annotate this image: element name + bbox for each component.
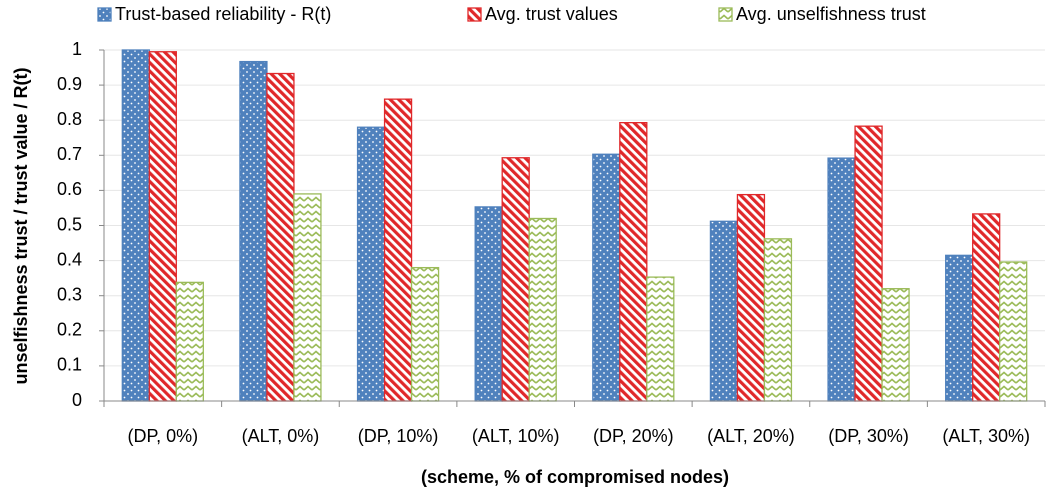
x-tick-label: (DP, 10%) xyxy=(358,426,439,446)
y-tick-label: 0.3 xyxy=(57,284,82,304)
bar xyxy=(945,254,974,402)
y-tick-label: 0.5 xyxy=(57,214,82,234)
bar xyxy=(709,220,739,402)
legend-label: Avg. trust values xyxy=(485,4,618,24)
bar xyxy=(854,125,883,402)
legend-swatch xyxy=(97,7,112,22)
legend-swatch xyxy=(718,7,733,22)
bar xyxy=(410,266,440,402)
x-tick-label: (ALT, 30%) xyxy=(942,426,1030,446)
x-tick-label: (DP, 20%) xyxy=(593,426,674,446)
bar xyxy=(175,281,204,402)
bar xyxy=(592,153,621,402)
x-tick-label: (ALT, 10%) xyxy=(472,426,560,446)
y-tick-label: 0.4 xyxy=(57,249,82,269)
y-tick-label: 0.6 xyxy=(57,179,82,199)
bar xyxy=(763,238,793,402)
legend-label: Avg. unselfishness trust xyxy=(736,4,926,24)
y-tick-label: 0.2 xyxy=(57,320,82,340)
bar xyxy=(646,276,675,402)
bar xyxy=(474,206,503,402)
bar xyxy=(266,72,295,402)
bar xyxy=(972,213,1001,402)
bar xyxy=(121,49,150,402)
bar xyxy=(501,157,530,402)
bar xyxy=(827,157,856,402)
bar xyxy=(736,193,766,402)
y-tick-label: 0 xyxy=(72,390,82,410)
bar xyxy=(356,126,386,402)
y-tick-label: 0.1 xyxy=(57,355,82,375)
bar xyxy=(619,122,648,402)
y-tick-label: 0.8 xyxy=(57,109,82,129)
y-tick-label: 0.7 xyxy=(57,144,82,164)
x-tick-label: (DP, 30%) xyxy=(828,426,909,446)
bar xyxy=(383,98,413,402)
legend-swatch xyxy=(467,7,482,22)
bar xyxy=(148,51,177,402)
x-axis-title: (scheme, % of compromised nodes) xyxy=(421,467,729,487)
bar xyxy=(881,288,910,402)
x-tick-label: (DP, 0%) xyxy=(127,426,198,446)
bar xyxy=(999,261,1028,402)
y-axis-title: unselfishness trust / trust value / R(t) xyxy=(11,67,31,384)
x-tick-label: (ALT, 20%) xyxy=(707,426,795,446)
bar xyxy=(528,217,557,402)
bar xyxy=(239,60,268,402)
bar xyxy=(293,193,322,402)
x-tick-label: (ALT, 0%) xyxy=(242,426,320,446)
legend-label: Trust-based reliability - R(t) xyxy=(115,4,331,24)
y-tick-label: 0.9 xyxy=(57,74,82,94)
y-tick-label: 1 xyxy=(72,39,82,59)
